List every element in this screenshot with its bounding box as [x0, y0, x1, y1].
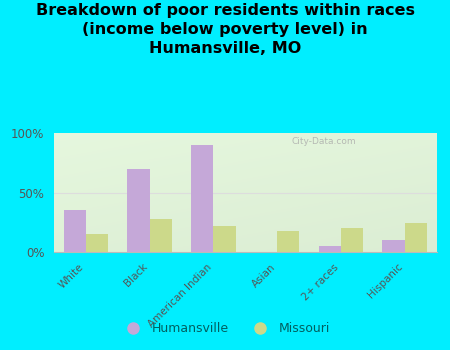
Bar: [149, 219, 172, 252]
Bar: [191, 145, 213, 252]
Bar: [63, 210, 86, 252]
Bar: [319, 246, 341, 252]
Bar: [382, 240, 405, 252]
Bar: [277, 231, 299, 252]
Bar: [341, 228, 363, 252]
Text: Breakdown of poor residents within races
(income below poverty level) in
Humansv: Breakdown of poor residents within races…: [36, 4, 414, 56]
Legend: Humansville, Missouri: Humansville, Missouri: [115, 317, 335, 340]
Bar: [405, 223, 427, 252]
Bar: [86, 234, 108, 252]
Bar: [127, 169, 149, 252]
Bar: [213, 226, 236, 252]
Text: City-Data.com: City-Data.com: [291, 136, 356, 146]
